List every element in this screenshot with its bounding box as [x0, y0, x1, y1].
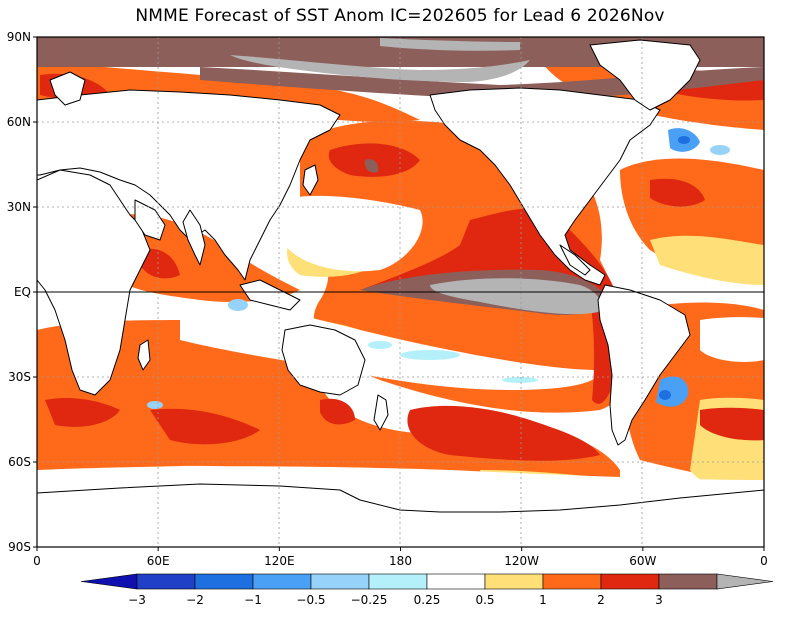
colorbar-tick-label: −2 [186, 593, 204, 607]
colorbar: −3 −2 −1 −0.5 −0.25 0.25 0.5 1 2 3 [80, 573, 774, 607]
maritime-continent [239, 279, 301, 311]
colorbar-swatch [426, 573, 486, 590]
eurasia-landmass [37, 89, 341, 281]
central-america-landmass [559, 244, 591, 276]
colorbar-swatch [658, 573, 718, 590]
new-zealand-landmass [373, 394, 389, 431]
colorbar-swatch [368, 573, 428, 590]
madagascar-landmass [137, 339, 151, 371]
y-tick-label: 60S [8, 455, 31, 469]
x-tick-label: 120E [264, 554, 295, 568]
colorbar-tick-label: −3 [128, 593, 146, 607]
colorbar-swatch [194, 573, 254, 590]
south-america-landmass [597, 284, 691, 446]
y-axis: 90N 60N 30N EQ 30S 60S 90S [7, 30, 37, 554]
antarctica-landmass [37, 483, 764, 547]
x-tick-label: 0 [760, 554, 768, 568]
colorbar-swatch [600, 573, 660, 590]
colorbar-tick-label: −1 [244, 593, 262, 607]
colorbar-over-arrow [716, 573, 774, 590]
cool-anomaly-region [147, 128, 730, 409]
arabia-landmass [134, 199, 166, 241]
colorbar-swatch [252, 573, 312, 590]
x-tick-label: 120W [504, 554, 539, 568]
colorbar-tick-label: 0.25 [414, 593, 441, 607]
australia-landmass [281, 324, 366, 396]
x-tick-label: 60E [147, 554, 170, 568]
land-masses [37, 39, 764, 547]
colorbar-tick-label: 3 [655, 593, 663, 607]
colorbar-under-arrow [80, 573, 138, 590]
india-landmass [182, 209, 206, 266]
y-tick-label: 60N [7, 115, 31, 129]
y-tick-label: 90S [8, 540, 31, 554]
map-title: NMME Forecast of SST Anom IC=202605 for … [135, 6, 665, 26]
x-tick-label: 180 [389, 554, 412, 568]
colorbar-tick-label: 0.5 [475, 593, 494, 607]
colorbar-swatch [310, 573, 370, 590]
colorbar-tick-label: −0.25 [351, 593, 388, 607]
colorbar-tick-label: −0.5 [296, 593, 325, 607]
africa-landmass [37, 169, 151, 396]
y-tick-label: 90N [7, 30, 31, 44]
y-tick-label: EQ [14, 285, 31, 299]
greenland-landmass [589, 39, 701, 111]
x-tick-label: 60W [629, 554, 656, 568]
x-tick-label: 0 [33, 554, 41, 568]
scandinavia-landmass [49, 71, 86, 106]
y-tick-label: 30S [8, 370, 31, 384]
north-america-landmass [429, 87, 661, 286]
y-tick-label: 30N [7, 200, 31, 214]
colorbar-swatch [484, 573, 544, 590]
colorbar-swatch [542, 573, 602, 590]
colorbar-tick-label: 1 [539, 593, 547, 607]
japan-landmass [302, 164, 319, 196]
x-axis: 0 60E 120E 180 120W 60W 0 [33, 547, 768, 568]
colorbar-tick-label: 2 [597, 593, 605, 607]
colorbar-swatch [136, 573, 196, 590]
